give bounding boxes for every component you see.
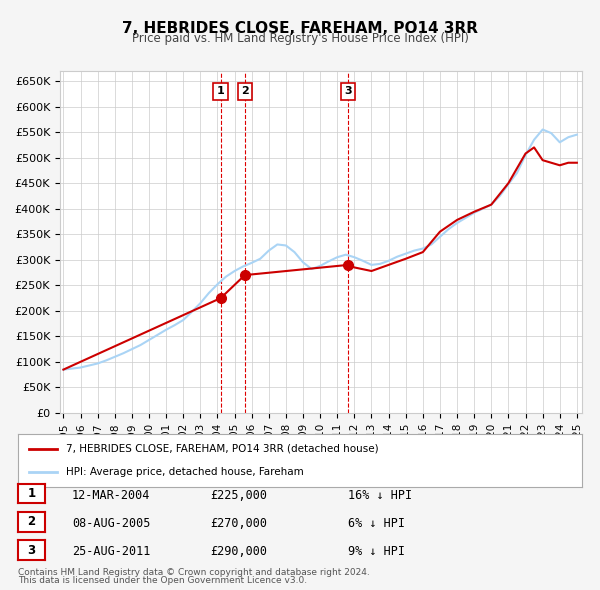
Text: 16% ↓ HPI: 16% ↓ HPI: [348, 489, 412, 502]
Text: 3: 3: [28, 543, 35, 557]
Text: 6% ↓ HPI: 6% ↓ HPI: [348, 517, 405, 530]
Text: 1: 1: [28, 487, 35, 500]
Text: Contains HM Land Registry data © Crown copyright and database right 2024.: Contains HM Land Registry data © Crown c…: [18, 568, 370, 577]
Text: 2: 2: [241, 86, 249, 96]
Text: £225,000: £225,000: [210, 489, 267, 502]
Text: 08-AUG-2005: 08-AUG-2005: [72, 517, 151, 530]
Text: Price paid vs. HM Land Registry's House Price Index (HPI): Price paid vs. HM Land Registry's House …: [131, 32, 469, 45]
Text: 12-MAR-2004: 12-MAR-2004: [72, 489, 151, 502]
Text: 1: 1: [217, 86, 224, 96]
Text: £270,000: £270,000: [210, 517, 267, 530]
Text: 2: 2: [28, 515, 35, 529]
Text: 7, HEBRIDES CLOSE, FAREHAM, PO14 3RR (detached house): 7, HEBRIDES CLOSE, FAREHAM, PO14 3RR (de…: [66, 444, 379, 454]
Text: 25-AUG-2011: 25-AUG-2011: [72, 545, 151, 558]
Text: This data is licensed under the Open Government Licence v3.0.: This data is licensed under the Open Gov…: [18, 576, 307, 585]
Text: HPI: Average price, detached house, Fareham: HPI: Average price, detached house, Fare…: [66, 467, 304, 477]
Text: 9% ↓ HPI: 9% ↓ HPI: [348, 545, 405, 558]
Text: 7, HEBRIDES CLOSE, FAREHAM, PO14 3RR: 7, HEBRIDES CLOSE, FAREHAM, PO14 3RR: [122, 21, 478, 35]
Text: £290,000: £290,000: [210, 545, 267, 558]
Text: 3: 3: [344, 86, 352, 96]
